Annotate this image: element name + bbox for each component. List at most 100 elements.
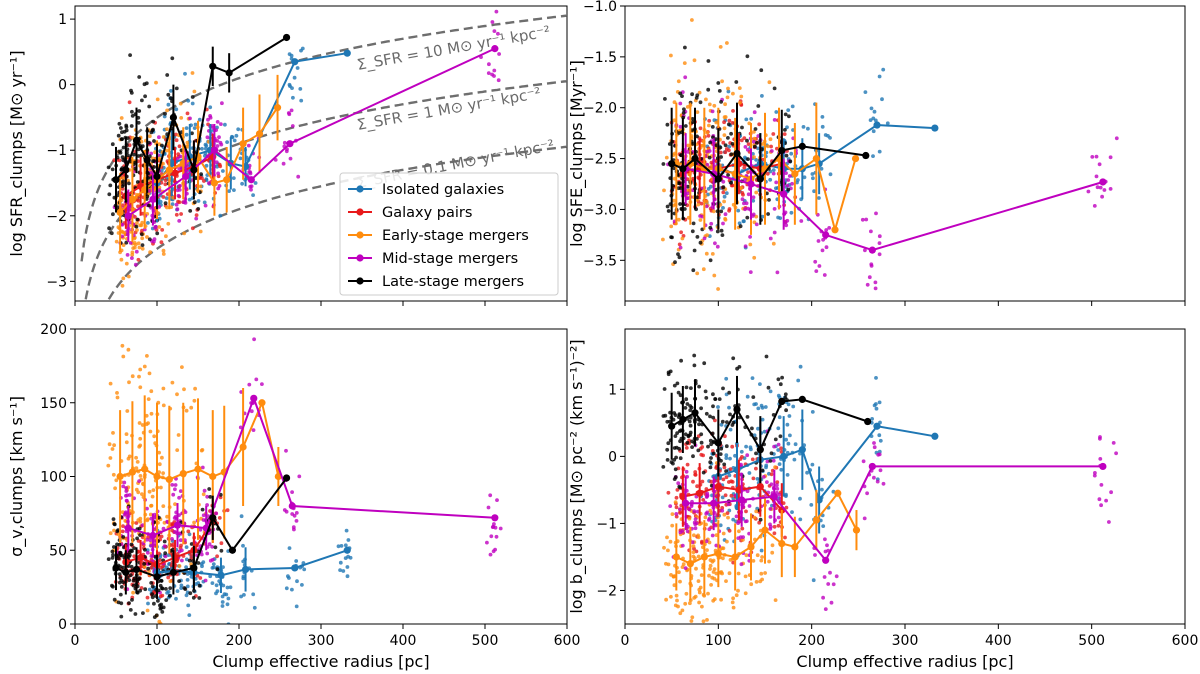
plot-area-sfe bbox=[661, 18, 1119, 291]
median-point-mid-stage-mergers bbox=[868, 462, 876, 471]
scatter-point-mid-stage-mergers bbox=[178, 154, 183, 159]
scatter-point-early-stage-mergers bbox=[112, 528, 116, 533]
scatter-point-late-stage-mergers bbox=[159, 578, 164, 583]
median-point-early-stage-mergers bbox=[223, 176, 231, 184]
scatter-point-mid-stage-mergers bbox=[784, 171, 788, 176]
scatter-point-galaxy-pairs bbox=[136, 198, 141, 203]
scatter-point-mid-stage-mergers bbox=[743, 207, 747, 212]
scatter-point-mid-stage-mergers bbox=[820, 248, 825, 253]
scatter-point-mid-stage-mergers bbox=[147, 189, 152, 193]
scatter-point-late-stage-mergers bbox=[726, 173, 730, 177]
scatter-point-early-stage-mergers bbox=[165, 127, 169, 131]
scatter-point-mid-stage-mergers bbox=[822, 575, 827, 579]
scatter-point-isolated-galaxies bbox=[225, 585, 230, 590]
y-tick-label: 200 bbox=[40, 322, 67, 338]
scatter-point-late-stage-mergers bbox=[116, 133, 121, 138]
scatter-point-late-stage-mergers bbox=[107, 192, 112, 197]
scatter-point-isolated-galaxies bbox=[881, 67, 886, 72]
median-point-mid-stage-mergers bbox=[747, 180, 755, 188]
scatter-point-mid-stage-mergers bbox=[715, 244, 720, 249]
scatter-point-late-stage-mergers bbox=[121, 535, 126, 539]
scatter-point-early-stage-mergers bbox=[726, 86, 730, 91]
scatter-point-mid-stage-mergers bbox=[685, 529, 690, 534]
scatter-point-mid-stage-mergers bbox=[813, 259, 818, 264]
scatter-point-mid-stage-mergers bbox=[872, 475, 876, 480]
scatter-point-late-stage-mergers bbox=[134, 224, 139, 229]
scatter-point-mid-stage-mergers bbox=[289, 108, 294, 113]
scatter-point-late-stage-mergers bbox=[177, 579, 182, 583]
scatter-point-isolated-galaxies bbox=[211, 565, 216, 570]
median-point-late-stage-mergers bbox=[714, 175, 722, 183]
scatter-point-mid-stage-mergers bbox=[765, 499, 770, 504]
scatter-point-late-stage-mergers bbox=[726, 136, 730, 140]
scatter-point-early-stage-mergers bbox=[682, 61, 687, 65]
scatter-point-isolated-galaxies bbox=[196, 199, 201, 203]
scatter-point-mid-stage-mergers bbox=[210, 544, 215, 549]
scatter-point-isolated-galaxies bbox=[236, 127, 241, 132]
scatter-point-early-stage-mergers bbox=[132, 245, 137, 250]
median-point-isolated-galaxies bbox=[343, 49, 351, 57]
scatter-point-late-stage-mergers bbox=[708, 225, 713, 230]
scatter-point-mid-stage-mergers bbox=[751, 195, 756, 200]
scatter-point-isolated-galaxies bbox=[341, 569, 346, 573]
scatter-point-early-stage-mergers bbox=[677, 570, 681, 575]
scatter-point-isolated-galaxies bbox=[185, 578, 190, 582]
scatter-point-galaxy-pairs bbox=[754, 466, 758, 471]
scatter-point-late-stage-mergers bbox=[215, 567, 220, 572]
scatter-point-early-stage-mergers bbox=[110, 447, 115, 451]
scatter-point-early-stage-mergers bbox=[124, 432, 129, 436]
scatter-point-early-stage-mergers bbox=[149, 319, 153, 323]
scatter-point-isolated-galaxies bbox=[727, 405, 731, 410]
scatter-point-galaxy-pairs bbox=[666, 490, 671, 495]
scatter-point-late-stage-mergers bbox=[730, 423, 735, 427]
scatter-point-isolated-galaxies bbox=[798, 517, 803, 522]
scatter-point-late-stage-mergers bbox=[708, 140, 713, 145]
scatter-point-early-stage-mergers bbox=[185, 140, 190, 145]
scatter-point-galaxy-pairs bbox=[174, 138, 179, 143]
scatter-point-isolated-galaxies bbox=[147, 587, 152, 592]
scatter-point-early-stage-mergers bbox=[712, 273, 717, 278]
scatter-point-mid-stage-mergers bbox=[768, 515, 773, 519]
scatter-point-late-stage-mergers bbox=[673, 467, 678, 472]
scatter-point-early-stage-mergers bbox=[121, 354, 126, 359]
scatter-point-mid-stage-mergers bbox=[823, 537, 827, 542]
scatter-point-early-stage-mergers bbox=[710, 252, 715, 256]
scatter-point-mid-stage-mergers bbox=[200, 465, 205, 470]
scatter-point-isolated-galaxies bbox=[227, 189, 232, 194]
scatter-point-early-stage-mergers bbox=[198, 229, 203, 234]
scatter-point-late-stage-mergers bbox=[690, 142, 695, 146]
scatter-point-mid-stage-mergers bbox=[674, 512, 679, 516]
scatter-point-isolated-galaxies bbox=[810, 410, 815, 414]
scatter-point-early-stage-mergers bbox=[754, 214, 759, 219]
scatter-point-galaxy-pairs bbox=[136, 204, 140, 209]
scatter-point-early-stage-mergers bbox=[165, 205, 169, 210]
scatter-point-mid-stage-mergers bbox=[744, 201, 749, 206]
scatter-point-galaxy-pairs bbox=[189, 553, 194, 557]
scatter-point-late-stage-mergers bbox=[724, 469, 728, 474]
scatter-point-mid-stage-mergers bbox=[1099, 483, 1104, 487]
scatter-point-galaxy-pairs bbox=[731, 109, 735, 113]
legend-label: Early-stage mergers bbox=[382, 228, 529, 244]
scatter-point-mid-stage-mergers bbox=[491, 524, 496, 529]
median-point-isolated-galaxies bbox=[798, 446, 806, 454]
scatter-point-late-stage-mergers bbox=[728, 412, 732, 417]
scatter-point-galaxy-pairs bbox=[775, 146, 779, 151]
scatter-point-galaxy-pairs bbox=[722, 465, 727, 470]
scatter-point-late-stage-mergers bbox=[711, 451, 716, 456]
scatter-point-late-stage-mergers bbox=[666, 441, 671, 446]
scatter-point-late-stage-mergers bbox=[160, 610, 165, 614]
scatter-point-early-stage-mergers bbox=[689, 619, 694, 623]
scatter-point-early-stage-mergers bbox=[125, 409, 130, 413]
scatter-point-isolated-galaxies bbox=[166, 102, 171, 107]
scatter-point-early-stage-mergers bbox=[152, 434, 157, 439]
scatter-point-mid-stage-mergers bbox=[707, 516, 712, 521]
scatter-point-early-stage-mergers bbox=[736, 588, 740, 593]
scatter-point-isolated-galaxies bbox=[186, 98, 191, 103]
scatter-point-galaxy-pairs bbox=[185, 111, 190, 116]
scatter-point-isolated-galaxies bbox=[741, 219, 746, 224]
scatter-point-galaxy-pairs bbox=[202, 179, 206, 183]
scatter-point-mid-stage-mergers bbox=[1092, 473, 1097, 478]
median-point-late-stage-mergers bbox=[862, 151, 870, 160]
scatter-point-mid-stage-mergers bbox=[290, 490, 294, 494]
scatter-point-late-stage-mergers bbox=[689, 386, 693, 390]
